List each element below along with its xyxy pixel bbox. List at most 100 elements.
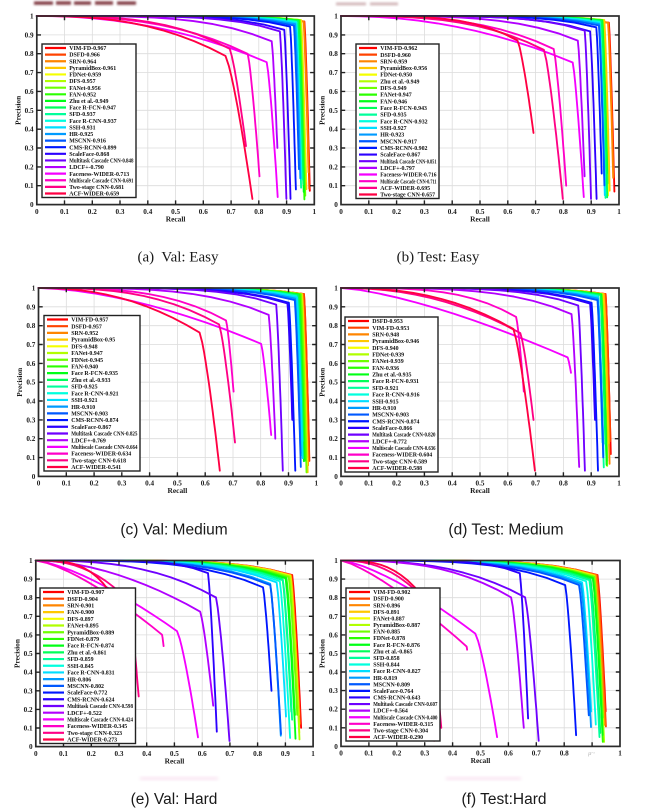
svg-text:FANet-0.887: FANet-0.887 [373, 616, 405, 622]
svg-text:0.3: 0.3 [26, 416, 35, 424]
svg-text:0.6: 0.6 [504, 750, 513, 758]
svg-text:VIM-FD-0.953: VIM-FD-0.953 [372, 326, 409, 332]
svg-text:Zhu et al.-0.935: Zhu et al.-0.935 [372, 373, 411, 379]
svg-text:Two-stage CNN-0.657: Two-stage CNN-0.657 [380, 193, 435, 199]
svg-text:Face R-CNN-0.932: Face R-CNN-0.932 [380, 119, 427, 125]
svg-text:0.5: 0.5 [25, 107, 34, 115]
svg-text:0.4: 0.4 [145, 480, 154, 488]
svg-text:0.2: 0.2 [392, 480, 401, 488]
svg-text:0.8: 0.8 [329, 322, 338, 330]
svg-text:MSCNN-0.917: MSCNN-0.917 [380, 139, 417, 145]
svg-text:0.6: 0.6 [503, 480, 512, 488]
svg-text:0.6: 0.6 [329, 360, 338, 368]
svg-text:LDCF+-0.564: LDCF+-0.564 [373, 709, 408, 715]
svg-text:FAN-0.946: FAN-0.946 [380, 99, 407, 105]
svg-text:0.9: 0.9 [26, 303, 35, 311]
svg-text:0.5: 0.5 [170, 750, 179, 758]
svg-text:Recall: Recall [470, 214, 490, 223]
svg-text:Two-stage CNN-0.618: Two-stage CNN-0.618 [71, 458, 126, 464]
svg-text:(a) Val: Easy: (a) Val: Easy [138, 250, 219, 266]
svg-text:0.9: 0.9 [284, 480, 293, 488]
svg-text:0.6: 0.6 [503, 208, 512, 216]
svg-text:ACF-WIDER-0.695: ACF-WIDER-0.695 [380, 186, 430, 192]
svg-text:LDCF+-0.769: LDCF+-0.769 [71, 438, 106, 444]
svg-text:0.1: 0.1 [364, 480, 373, 488]
svg-text:CMS-RCNN-0.624: CMS-RCNN-0.624 [67, 697, 114, 703]
svg-text:Zhu et al.-0.861: Zhu et al.-0.861 [67, 650, 106, 656]
svg-text:0.9: 0.9 [329, 31, 338, 39]
svg-text:Zhu et al.-0.933: Zhu et al.-0.933 [71, 378, 110, 384]
svg-text:Two-stage CNN-0.304: Two-stage CNN-0.304 [373, 729, 428, 735]
svg-text:0.4: 0.4 [143, 208, 152, 216]
svg-text:MSCNN-0.809: MSCNN-0.809 [373, 682, 410, 688]
svg-text:1: 1 [30, 13, 34, 21]
svg-text:1: 1 [334, 13, 338, 21]
svg-text:SSH-0.845: SSH-0.845 [67, 664, 93, 670]
svg-text:0.7: 0.7 [532, 750, 541, 758]
svg-text:FAN-0.940: FAN-0.940 [71, 365, 98, 371]
svg-text:SSH-0.921: SSH-0.921 [71, 398, 97, 404]
svg-text:1: 1 [617, 480, 621, 488]
svg-text:Zhu et al.-0.949: Zhu et al.-0.949 [69, 99, 108, 105]
svg-text:FDNet-0.939: FDNet-0.939 [372, 353, 404, 359]
svg-text:FANet-0.947: FANet-0.947 [380, 93, 412, 99]
svg-text:Face R-CNN-0.916: Face R-CNN-0.916 [372, 393, 419, 399]
svg-text:SFD-0.921: SFD-0.921 [372, 386, 398, 392]
svg-text:0.1: 0.1 [59, 750, 68, 758]
svg-text:0.5: 0.5 [329, 650, 338, 658]
svg-text:0.2: 0.2 [25, 163, 34, 171]
svg-text:Multitask Cascade CNN-0.848: Multitask Cascade CNN-0.848 [69, 159, 133, 165]
svg-text:0.7: 0.7 [25, 69, 34, 77]
svg-text:Precision: Precision [318, 639, 327, 668]
svg-text:1: 1 [334, 285, 338, 293]
svg-text:0: 0 [32, 473, 36, 481]
svg-text:Zhu et al.-0.865: Zhu et al.-0.865 [373, 649, 412, 655]
svg-text:Multiscale Cascade CNN-0.711: Multiscale Cascade CNN-0.711 [380, 179, 436, 185]
svg-text:0.8: 0.8 [329, 594, 338, 602]
svg-text:DFS-0.948: DFS-0.948 [71, 344, 97, 350]
svg-text:0.9: 0.9 [587, 208, 596, 216]
svg-text:SSH-0.927: SSH-0.927 [380, 126, 406, 132]
svg-text:SFD-0.858: SFD-0.858 [373, 656, 399, 662]
svg-text:Zhu et al.-0.949: Zhu et al.-0.949 [380, 79, 419, 85]
svg-text:ScaleFace-0.867: ScaleFace-0.867 [71, 425, 111, 431]
svg-text:0.5: 0.5 [173, 480, 182, 488]
svg-text:0.8: 0.8 [24, 594, 33, 602]
svg-text:(b) Test: Easy: (b) Test: Easy [397, 250, 480, 266]
svg-text:0: 0 [339, 208, 343, 216]
svg-text:0.2: 0.2 [88, 208, 97, 216]
svg-text:0.7: 0.7 [329, 341, 338, 349]
svg-text:DFS-0.949: DFS-0.949 [380, 86, 406, 92]
svg-text:DFS-0.940: DFS-0.940 [372, 346, 398, 352]
svg-text:FDNet-0.879: FDNet-0.879 [67, 637, 99, 643]
svg-text:Recall: Recall [165, 756, 185, 765]
svg-text:LDCF+-0.522: LDCF+-0.522 [67, 711, 102, 717]
svg-text:Multitask Cascade CNN-0.820: Multitask Cascade CNN-0.820 [372, 433, 435, 439]
svg-text:SRN-0.901: SRN-0.901 [67, 604, 94, 610]
svg-text:(d) Test: Medium: (d) Test: Medium [448, 522, 563, 539]
svg-text:0.6: 0.6 [25, 88, 34, 96]
svg-text:SSH-0.915: SSH-0.915 [372, 399, 398, 405]
svg-text:DSFD-0.966: DSFD-0.966 [69, 53, 100, 59]
svg-text:ScaleFace-0.867: ScaleFace-0.867 [380, 153, 420, 159]
svg-text:PyramidBox-0.946: PyramidBox-0.946 [372, 339, 419, 345]
svg-text:0.3: 0.3 [116, 208, 125, 216]
svg-text:0.9: 0.9 [587, 480, 596, 488]
svg-text:0.1: 0.1 [364, 208, 373, 216]
svg-text:0.1: 0.1 [60, 208, 69, 216]
svg-text:0.8: 0.8 [256, 480, 265, 488]
svg-text:0.2: 0.2 [392, 208, 401, 216]
svg-text:LDCF+-0.772: LDCF+-0.772 [372, 439, 407, 445]
svg-text:0.2: 0.2 [24, 706, 33, 714]
svg-text:0.4: 0.4 [329, 669, 338, 677]
svg-text:0.4: 0.4 [448, 208, 457, 216]
svg-text:0.2: 0.2 [329, 706, 338, 714]
svg-text:Multitask Cascade CNN-0.825: Multitask Cascade CNN-0.825 [71, 432, 137, 438]
svg-text:0.7: 0.7 [531, 208, 540, 216]
svg-text:DFS-0.957: DFS-0.957 [69, 79, 95, 85]
svg-text:0.5: 0.5 [476, 750, 485, 758]
svg-text:0.6: 0.6 [329, 631, 338, 639]
svg-text:Multiscale Cascade CNN-0.636: Multiscale Cascade CNN-0.636 [372, 446, 435, 452]
svg-text:Face R-CNN-0.831: Face R-CNN-0.831 [67, 671, 114, 677]
svg-text:Face R-FCN-0.931: Face R-FCN-0.931 [372, 379, 419, 385]
